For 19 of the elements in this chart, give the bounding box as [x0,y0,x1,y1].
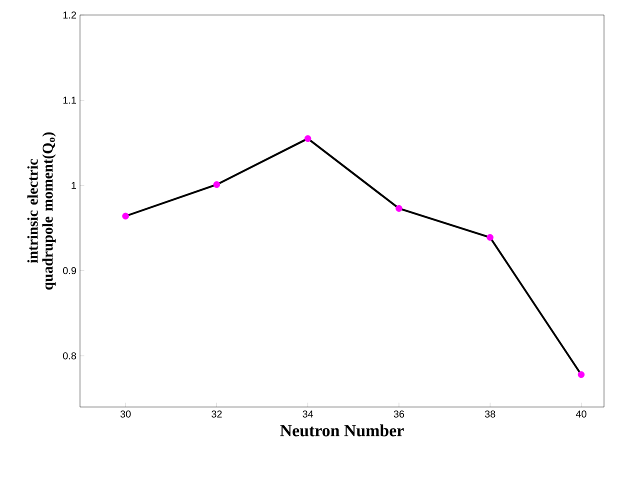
y-tick-label: 0.8 [63,352,76,360]
point [122,212,129,220]
x-axis-title: Neutron Number [280,424,404,436]
y-tick-label: 1.1 [63,96,76,104]
x-tick-label: 32 [212,410,222,418]
point [578,371,585,378]
y-tick-label: 0.9 [63,267,76,274]
x-tick-label: 34 [302,410,314,418]
point [486,234,494,241]
point [304,135,312,142]
x-tick-label: 38 [484,410,496,418]
x-tick-label: 40 [576,410,586,418]
x-tick-label: 30 [120,410,131,418]
x-tick-label: 36 [394,410,404,418]
point [396,205,402,212]
y-tick-label: 1.2 [63,12,76,18]
y-axis-title: intrinsic electric quadrupole moment(Q$_{o}$) [27,132,56,290]
y-tick-label: 1 [72,182,76,189]
point [213,181,220,188]
